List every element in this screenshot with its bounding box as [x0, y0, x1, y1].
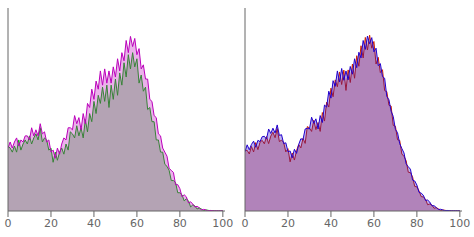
svg-text:40: 40: [87, 217, 101, 230]
svg-text:0: 0: [242, 217, 249, 230]
svg-text:20: 20: [281, 217, 295, 230]
svg-text:60: 60: [130, 217, 144, 230]
svg-text:100: 100: [212, 217, 233, 230]
svg-text:100: 100: [449, 217, 466, 230]
svg-text:0: 0: [8, 217, 12, 230]
svg-text:20: 20: [44, 217, 58, 230]
svg-text:80: 80: [173, 217, 187, 230]
svg-text:80: 80: [410, 217, 424, 230]
svg-text:60: 60: [367, 217, 381, 230]
svg-text:40: 40: [324, 217, 338, 230]
